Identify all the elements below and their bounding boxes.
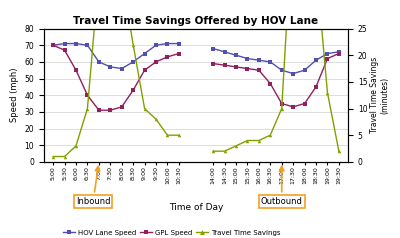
Title: Travel Time Savings Offered by HOV Lane: Travel Time Savings Offered by HOV Lane [74,16,318,26]
Legend: HOV Lane Speed, GPL Speed, Travel Time Savings: HOV Lane Speed, GPL Speed, Travel Time S… [60,227,283,238]
Text: Inbound: Inbound [76,166,110,206]
Text: Outbound: Outbound [261,166,303,206]
Y-axis label: Travel Time Savings
(minutes): Travel Time Savings (minutes) [370,57,390,133]
Y-axis label: Speed (mph): Speed (mph) [10,68,19,122]
X-axis label: Time of Day: Time of Day [169,203,223,212]
